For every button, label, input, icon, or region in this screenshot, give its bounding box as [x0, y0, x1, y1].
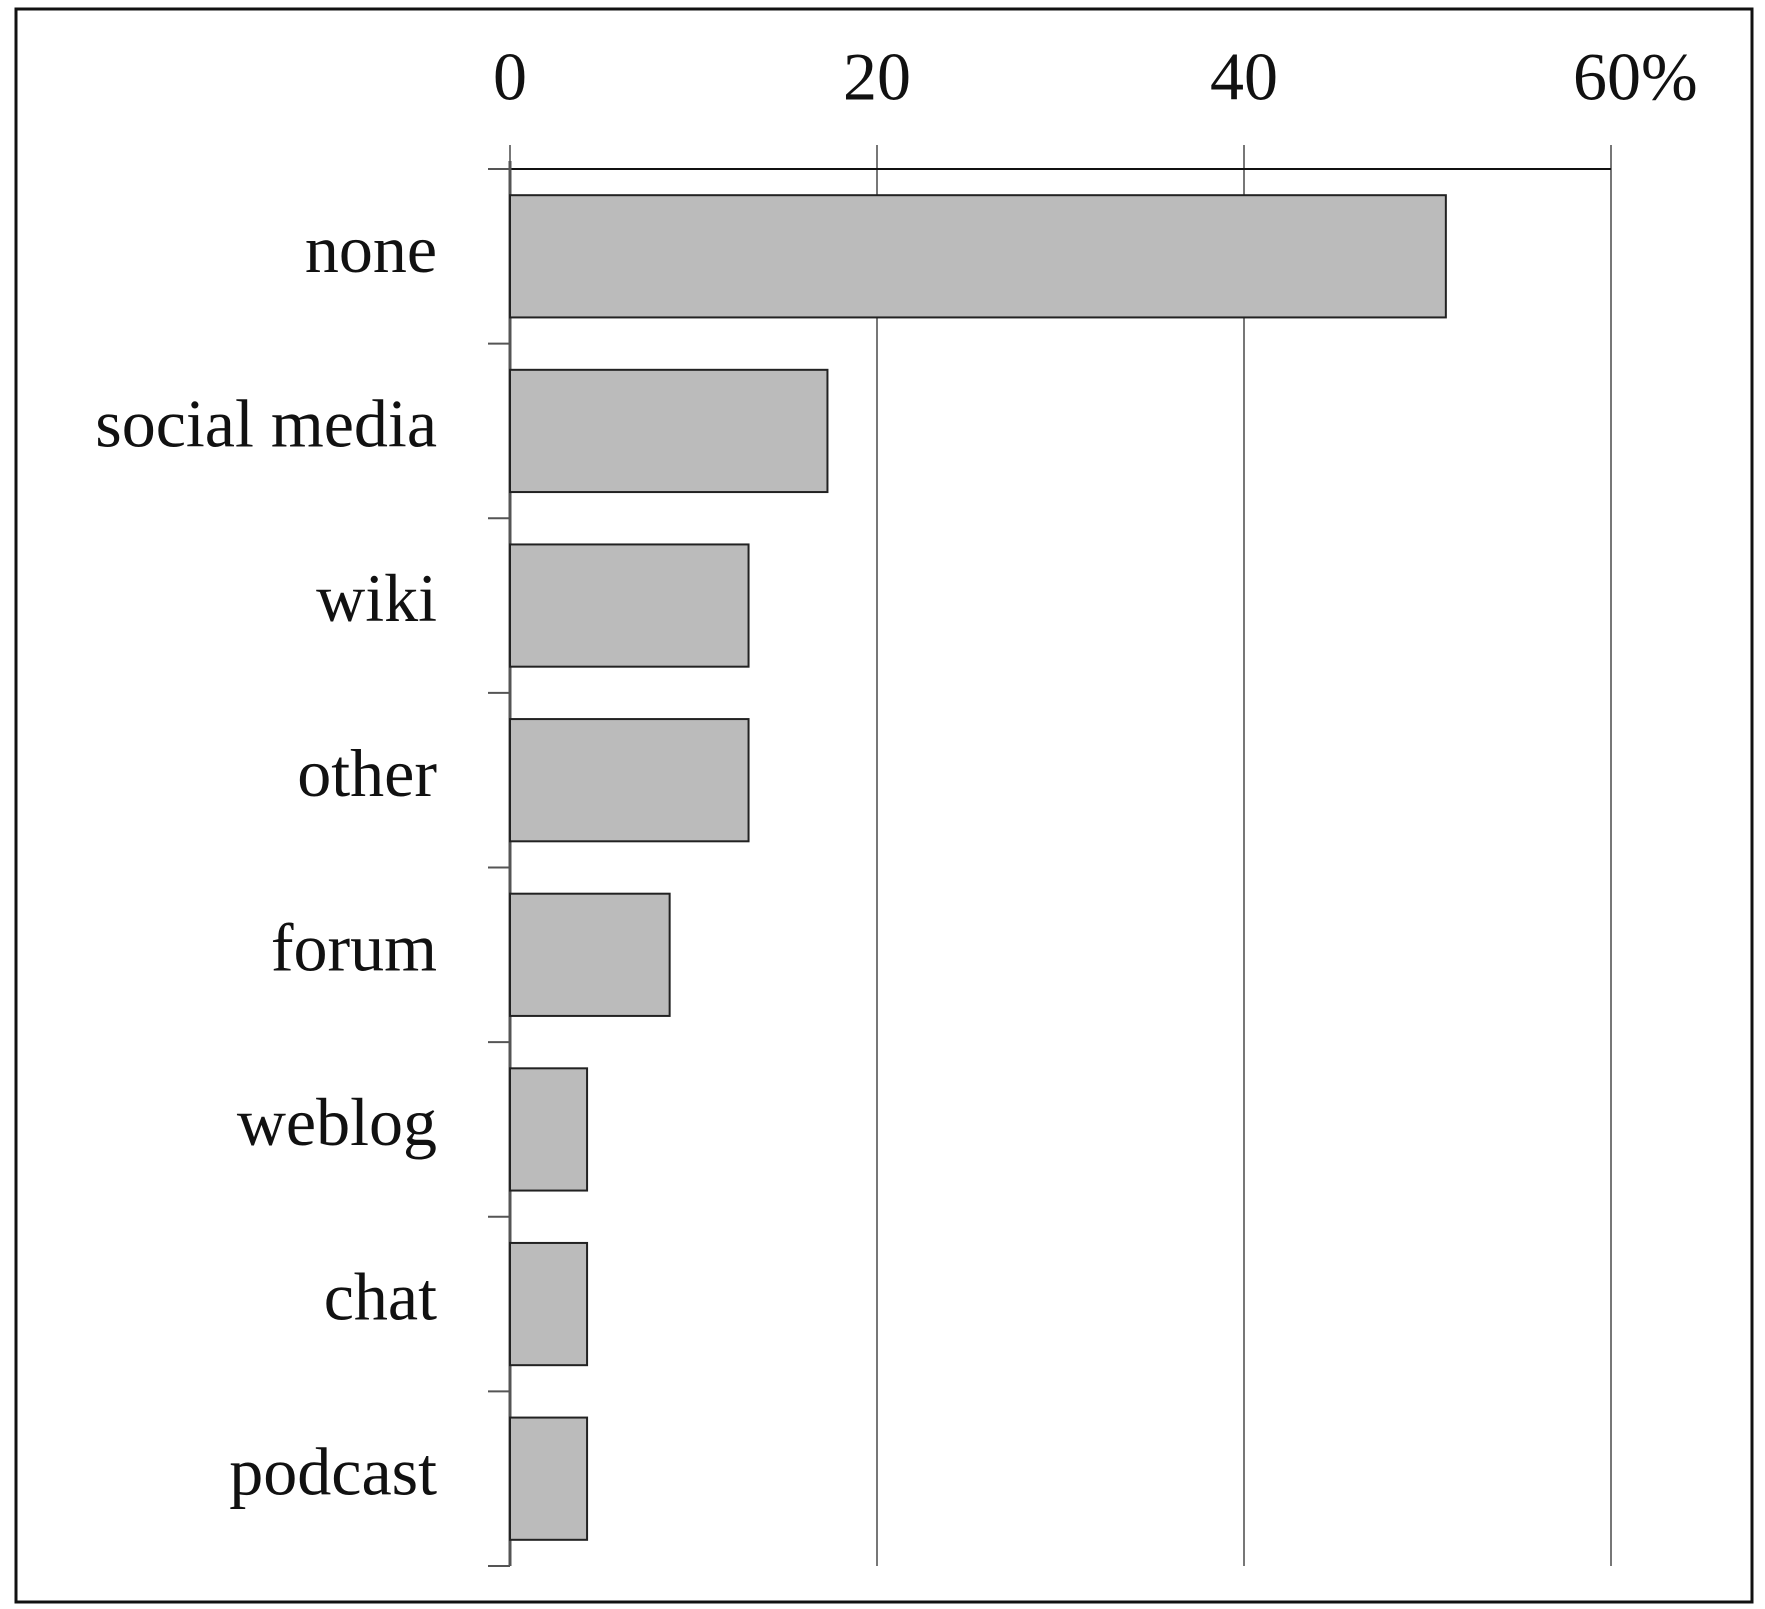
x-tick-label: 60% — [1573, 39, 1698, 115]
bar — [509, 368, 829, 494]
y-tick-label: none — [305, 211, 437, 287]
x-tick-label: 40 — [1210, 39, 1278, 115]
y-tick-label: forum — [271, 909, 437, 985]
bar — [509, 1067, 589, 1192]
y-tick-label: chat — [324, 1259, 437, 1335]
y-tick-label: other — [297, 735, 437, 811]
y-tick-label: wiki — [316, 560, 437, 636]
bar — [509, 1416, 589, 1541]
x-tick-label: 0 — [493, 39, 527, 115]
y-tick-label: podcast — [229, 1433, 437, 1509]
bar — [509, 718, 750, 843]
x-tick-label: 20 — [843, 39, 911, 115]
y-tick-label: social media — [95, 386, 437, 462]
bar — [509, 543, 750, 668]
bar — [509, 892, 671, 1017]
bar — [509, 194, 1447, 319]
y-tick-label: weblog — [237, 1084, 437, 1160]
bar — [509, 1241, 589, 1367]
